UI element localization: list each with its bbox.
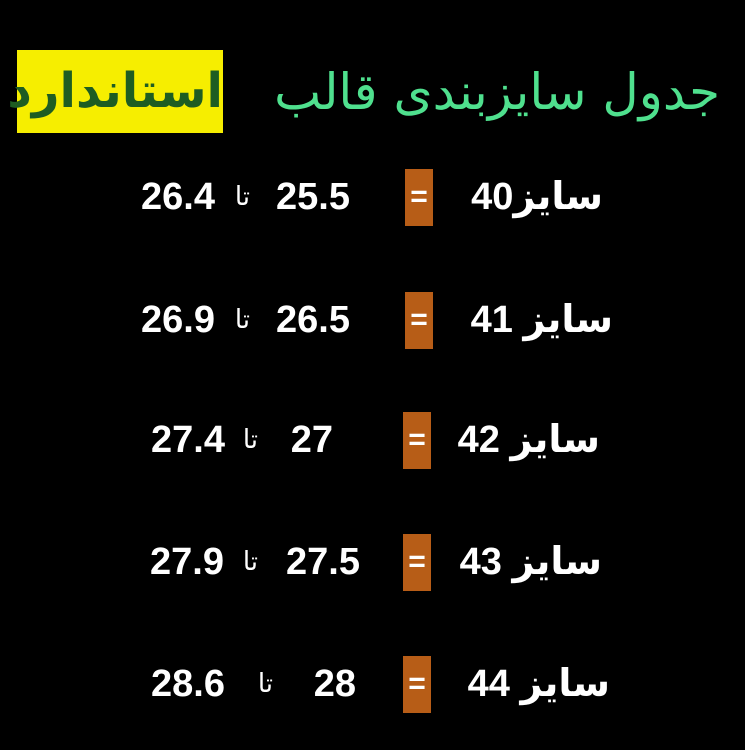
size-label: سایز 41 (470, 299, 613, 341)
size-row: سایز 41 = 26.5 تا 26.9 (0, 290, 745, 350)
page-title: جدول سایزبندی قالب (274, 63, 720, 121)
title-highlight: استاندارد (7, 50, 223, 133)
size-label: سایز 42 (457, 419, 600, 461)
range-from: 27.5 (286, 541, 360, 583)
equals-box: = (403, 412, 431, 469)
size-row: سایز 43 = 27.5 تا 27.9 (0, 532, 745, 592)
range-from: 26.5 (276, 299, 350, 341)
range-word: تا (234, 305, 250, 335)
size-row: سایز40 = 25.5 تا 26.4 (0, 167, 745, 227)
range-word: تا (242, 547, 258, 577)
range-word: تا (234, 182, 250, 212)
size-label: سایز 44 (467, 663, 610, 705)
range-to: 27.9 (150, 541, 224, 583)
range-word: تا (257, 669, 273, 699)
range-to: 26.9 (141, 299, 215, 341)
range-to: 26.4 (141, 176, 215, 218)
range-from: 25.5 (276, 176, 350, 218)
size-label: سایز40 (471, 176, 603, 218)
range-from: 28 (313, 663, 356, 705)
equals-box: = (403, 534, 431, 591)
size-label: سایز 43 (459, 541, 602, 583)
equals-box: = (405, 292, 433, 349)
range-from: 27 (290, 419, 333, 461)
size-row: سایز 42 = 27 تا 27.4 (0, 410, 745, 470)
title-highlight-text: استاندارد (7, 63, 223, 119)
range-word: تا (242, 425, 258, 455)
size-row: سایز 44 = 28 تا 28.6 (0, 654, 745, 714)
equals-box: = (405, 169, 433, 226)
range-to: 28.6 (151, 663, 225, 705)
equals-box: = (403, 656, 431, 713)
range-to: 27.4 (151, 419, 225, 461)
